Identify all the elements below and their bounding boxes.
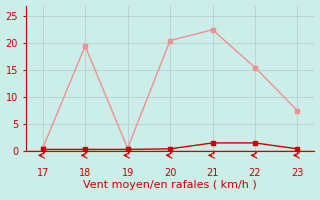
X-axis label: Vent moyen/en rafales ( km/h ): Vent moyen/en rafales ( km/h ) [83, 180, 257, 190]
